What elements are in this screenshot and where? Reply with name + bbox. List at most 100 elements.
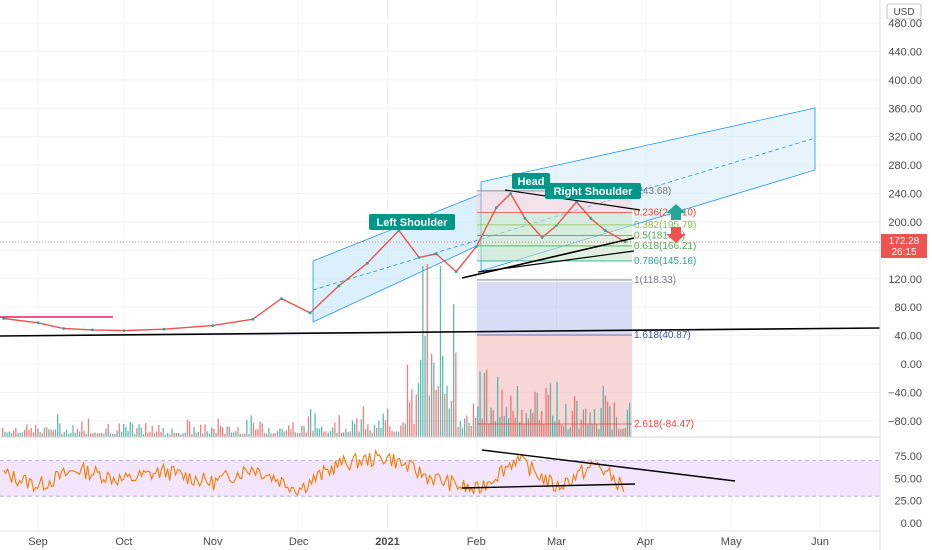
volume-bar <box>87 418 90 437</box>
volume-bar <box>501 389 503 437</box>
volume-bar <box>321 426 323 437</box>
volume-bar <box>611 429 613 437</box>
volume-bar <box>41 433 43 437</box>
volume-bar <box>470 426 472 437</box>
volume-bar <box>338 415 340 437</box>
volume-bar <box>527 418 530 437</box>
volume-bar <box>384 420 387 437</box>
neckline[interactable] <box>461 237 635 279</box>
fib-box-red <box>477 334 632 437</box>
volume-bar <box>123 424 125 437</box>
volume-bar <box>413 424 415 437</box>
currency-label: USD <box>893 7 914 18</box>
volume-bar <box>15 427 17 437</box>
fib-level-label: (243.68) <box>634 186 671 197</box>
volume-bar <box>428 395 431 437</box>
volume-bar <box>508 418 510 437</box>
currency-badge[interactable]: USD <box>886 3 922 20</box>
time-axis[interactable]: Sep Oct Nov Dec 2021 Feb Mar Apr May Jun <box>28 536 829 548</box>
volume-bar <box>415 394 417 437</box>
price-axis[interactable]: 480.00 440.00 400.00 360.00 320.00 280.00 240.… <box>888 18 922 428</box>
volume-bar <box>61 433 63 437</box>
volume-bar <box>323 431 325 437</box>
volume-bar <box>439 265 442 437</box>
volume-bar <box>134 434 136 437</box>
volume-bar <box>466 415 468 437</box>
volume-bar <box>360 419 362 437</box>
volume-bar <box>505 406 508 437</box>
pattern-annotations[interactable]: Left Shoulder Head Right Shoulder <box>369 173 641 230</box>
volume-bar <box>400 425 402 437</box>
time-tick-label: Feb <box>467 536 486 548</box>
rsi-axis[interactable]: 75.00 50.00 25.00 0.00 <box>894 451 922 530</box>
neckline-2[interactable] <box>477 250 635 273</box>
price-point <box>474 245 478 249</box>
price-line <box>3 192 626 332</box>
time-tick-label: May <box>721 536 742 548</box>
volume-bar <box>48 429 50 437</box>
volume-bar <box>343 432 345 437</box>
volume-bar <box>292 422 294 437</box>
volume-bar <box>186 419 189 437</box>
volume-bar <box>373 424 376 437</box>
left-channel[interactable] <box>312 193 482 323</box>
volume-bar <box>494 421 497 437</box>
rsi-trendline-down[interactable] <box>481 449 736 482</box>
fib-box-blue <box>477 282 632 334</box>
price-point <box>523 216 527 220</box>
rsi-pane[interactable] <box>0 436 880 497</box>
volume-bar <box>101 432 103 437</box>
volume-bar <box>477 406 479 437</box>
volume-bar <box>72 425 74 437</box>
volume-bar <box>362 406 365 437</box>
volume-bar <box>547 394 549 437</box>
volume-bar <box>30 428 32 437</box>
volume-bar <box>435 389 437 437</box>
volume-bar <box>213 428 215 437</box>
volume-bar <box>206 431 208 437</box>
volume-bar <box>68 433 70 437</box>
right-shoulder-callout[interactable]: Right Shoulder <box>545 183 641 199</box>
volume-bar <box>591 423 593 437</box>
left-shoulder-callout[interactable]: Left Shoulder <box>369 214 455 230</box>
price-point <box>36 321 40 325</box>
volume-bar <box>116 430 118 437</box>
rsi-trendline-flat[interactable] <box>461 483 636 489</box>
volume-bar <box>248 433 250 437</box>
price-point <box>366 261 369 265</box>
volume-bar <box>395 431 398 437</box>
volume-bar <box>327 432 329 437</box>
volume-bar <box>263 433 266 437</box>
grid-lines <box>0 0 880 531</box>
left-shoulder-label: Left Shoulder <box>377 217 449 229</box>
volume-bar <box>574 396 576 437</box>
volume-bar <box>604 395 607 437</box>
volume-bar <box>354 423 356 437</box>
volume-bar <box>448 408 450 437</box>
shoulder-line[interactable] <box>504 189 641 211</box>
trendlines[interactable] <box>0 189 881 337</box>
volume-bar <box>444 393 446 437</box>
volume-bar <box>182 433 184 437</box>
down-arrow-icon <box>666 227 686 243</box>
volume-bar <box>109 433 112 437</box>
volume-bar <box>92 433 94 437</box>
volume-bar <box>8 431 10 437</box>
volume-bar <box>464 418 466 437</box>
volume-bar <box>299 432 301 437</box>
volume-bar <box>472 403 475 437</box>
price-tick-label: −40.00 <box>888 387 922 399</box>
volume-bar <box>426 264 428 437</box>
head-callout[interactable]: Head <box>512 173 550 189</box>
volume-bar <box>98 432 101 437</box>
volume-bar <box>200 424 202 437</box>
rsi-tick-label: 25.00 <box>894 496 922 508</box>
volume-bar <box>534 391 536 437</box>
price-point <box>91 328 94 332</box>
volume-bar <box>538 419 541 437</box>
rsi-tick-label: 0.00 <box>901 518 922 530</box>
fib-level-label: 0.618(166.21) <box>634 241 696 252</box>
support-trendline[interactable] <box>0 327 881 337</box>
volume-bar <box>219 425 222 437</box>
